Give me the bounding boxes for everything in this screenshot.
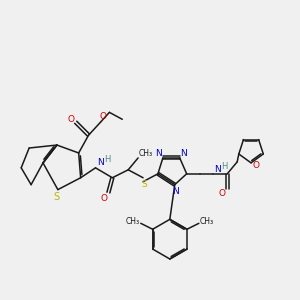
Text: H: H [221, 162, 227, 171]
Text: O: O [253, 161, 260, 170]
Text: CH₃: CH₃ [126, 217, 140, 226]
Text: N: N [172, 187, 179, 196]
Text: O: O [100, 112, 107, 121]
Text: H: H [104, 155, 111, 164]
Text: N: N [155, 149, 162, 158]
Text: O: O [101, 194, 108, 203]
Text: CH₃: CH₃ [200, 217, 214, 226]
Text: O: O [219, 189, 226, 198]
Text: S: S [141, 180, 147, 189]
Text: N: N [214, 165, 221, 174]
Text: CH₃: CH₃ [139, 149, 153, 158]
Text: N: N [97, 158, 104, 167]
Text: O: O [67, 115, 74, 124]
Text: S: S [54, 192, 60, 202]
Text: N: N [180, 149, 187, 158]
